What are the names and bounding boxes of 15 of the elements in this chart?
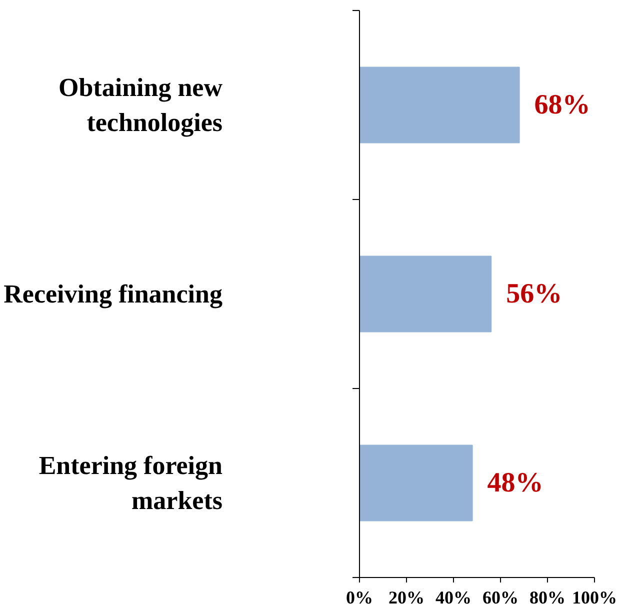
x-tick-label: 60% (482, 588, 518, 608)
y-tick-label: Entering foreign markets (38, 451, 224, 515)
x-tick-label: 0% (346, 588, 373, 608)
data-label: 48% (487, 468, 544, 498)
bar (360, 444, 473, 522)
x-tick-label: 20% (388, 588, 424, 608)
y-tick-label: Receiving financing (4, 280, 223, 308)
x-tick-label: 100% (572, 588, 617, 608)
data-label: 68% (534, 90, 590, 120)
data-label: 56% (506, 278, 562, 310)
bar (360, 256, 492, 332)
x-tick-label: 40% (436, 588, 472, 608)
x-tick-label: 80% (530, 588, 566, 608)
bar (360, 66, 520, 144)
y-tick-label: Obtaining new technologies (58, 73, 223, 137)
